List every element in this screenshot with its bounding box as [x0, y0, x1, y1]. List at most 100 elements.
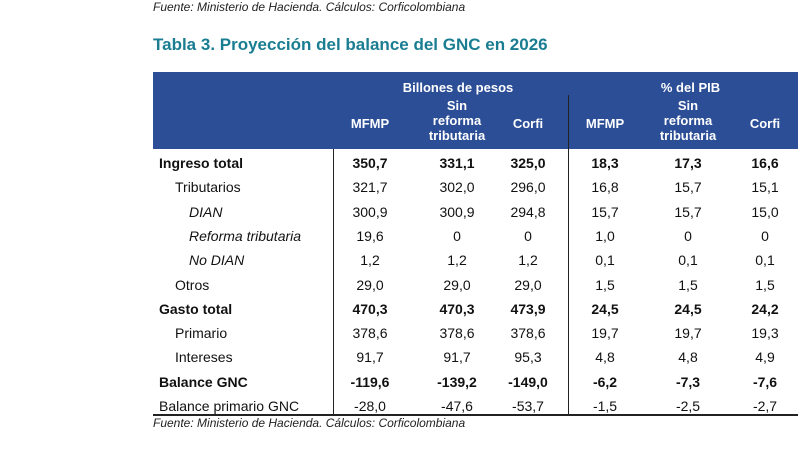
cell-value: -2,5 — [675, 398, 701, 414]
cell-value: 1,2 — [518, 252, 538, 269]
cell-value: 0 — [761, 227, 769, 244]
row-label: Gasto total — [159, 300, 233, 317]
table-row: Balance primario GNC -28,0 -47,6 -53,7 -1,5 -… — [153, 394, 798, 418]
cell-value: 18,3 — [591, 155, 619, 171]
cell-value: 19,7 — [674, 325, 702, 342]
row-label: Primario — [175, 325, 228, 342]
row-label: No DIAN — [189, 252, 245, 269]
cell-value: 470,3 — [352, 300, 388, 317]
cell-value: 1,2 — [447, 252, 467, 269]
cell-value: 325,0 — [510, 155, 546, 171]
cell-value: 24,2 — [751, 300, 779, 317]
cell-value: 4,8 — [678, 349, 698, 366]
column-header: Sin reforma tributaria — [428, 98, 486, 143]
cell-value: 16,8 — [591, 179, 619, 196]
cell-value: 17,3 — [674, 155, 702, 171]
cell-value: -119,6 — [350, 373, 390, 390]
row-label: Tributarios — [175, 179, 241, 196]
cell-value: -53,7 — [512, 398, 544, 414]
cell-value: 300,9 — [439, 203, 475, 220]
table-row: Gasto total 470,3 470,3 473,9 24,5 24,5 24,2 — [153, 297, 798, 321]
cell-value: 0,1 — [755, 252, 775, 269]
cell-value: 4,9 — [755, 349, 775, 366]
cell-value: 29,0 — [443, 276, 471, 293]
cell-value: 378,6 — [510, 325, 546, 342]
table-row: Intereses 91,7 91,7 95,3 4,8 4,8 4,9 — [153, 345, 798, 369]
table-row: Balance GNC -119,6 -139,2 -149,0 -6,2 -7,3 -7,… — [153, 370, 798, 394]
cell-value: 350,7 — [352, 155, 388, 171]
row-label: Ingreso total — [159, 155, 244, 171]
table-row: DIAN 300,9 300,9 294,8 15,7 15,7 15,0 — [153, 200, 798, 224]
cell-value: 15,7 — [591, 203, 619, 220]
table-header: Billones de pesos % del PIB MFMP Sin refo… — [153, 72, 798, 149]
cell-value: -47,6 — [441, 398, 473, 414]
cell-value: 29,0 — [514, 276, 542, 293]
cell-value: 15,7 — [674, 179, 702, 196]
cell-value: 4,8 — [595, 349, 615, 366]
table-row: Tributarios 321,7 302,0 296,0 16,8 15,7 15,1 — [153, 175, 798, 199]
cell-value: 19,3 — [751, 325, 779, 342]
cell-value: 470,3 — [439, 300, 475, 317]
cell-value: 296,0 — [510, 179, 546, 196]
table-row: Otros 29,0 29,0 29,0 1,5 1,5 1,5 — [153, 273, 798, 297]
group-header-billones: Billones de pesos — [402, 80, 514, 95]
table-title: Tabla 3. Proyección del balance del GNC … — [153, 35, 548, 54]
cell-value: 24,5 — [591, 300, 619, 317]
cell-value: -2,7 — [752, 398, 778, 414]
cell-value: 29,0 — [356, 276, 384, 293]
column-header: Sin reforma tributaria — [659, 98, 717, 143]
cell-value: 378,6 — [352, 325, 388, 342]
cell-value: -7,3 — [675, 373, 701, 390]
cell-value: 91,7 — [443, 349, 471, 366]
column-header: Corfi — [749, 116, 781, 131]
cell-value: 302,0 — [439, 179, 475, 196]
cell-value: -28,0 — [354, 398, 386, 414]
table-row: Ingreso total 350,7 331,1 325,0 18,3 17,3 16,6 — [153, 151, 798, 175]
cell-value: 15,7 — [674, 203, 702, 220]
source-note-top: Fuente: Ministerio de Hacienda. Cálculos… — [153, 0, 466, 14]
cell-value: 1,5 — [755, 276, 775, 293]
cell-value: 331,1 — [439, 155, 475, 171]
cell-value: 378,6 — [439, 325, 475, 342]
cell-value: -1,5 — [592, 398, 618, 414]
cell-value: 300,9 — [352, 203, 388, 220]
column-header: Corfi — [512, 116, 544, 131]
column-header: MFMP — [585, 116, 625, 131]
cell-value: 1,2 — [360, 252, 380, 269]
table-row: Reforma tributaria 19,6 0 0 1,0 0 0 — [153, 224, 798, 248]
cell-value: 0 — [684, 227, 692, 244]
cell-value: 16,6 — [751, 155, 779, 171]
source-note-bottom: Fuente: Ministerio de Hacienda. Cálculos… — [153, 416, 466, 430]
cell-value: 0 — [524, 227, 532, 244]
cell-value: 1,0 — [595, 227, 615, 244]
row-label: Balance primario GNC — [159, 398, 300, 414]
cell-value: 321,7 — [352, 179, 388, 196]
cell-value: 95,3 — [514, 349, 542, 366]
row-label: Otros — [175, 276, 210, 293]
cell-value: 19,7 — [591, 325, 619, 342]
cell-value: -7,6 — [752, 373, 778, 390]
row-label: Balance GNC — [159, 373, 248, 390]
cell-value: 24,5 — [674, 300, 702, 317]
table-bottom-rule — [153, 414, 798, 416]
label-divider — [333, 149, 334, 414]
table-row: No DIAN 1,2 1,2 1,2 0,1 0,1 0,1 — [153, 248, 798, 272]
cell-value: 1,5 — [678, 276, 698, 293]
cell-value: -139,2 — [437, 373, 477, 390]
column-header: MFMP — [350, 116, 390, 131]
cell-value: 1,5 — [595, 276, 615, 293]
row-label: Reforma tributaria — [189, 227, 302, 244]
cell-value: 15,0 — [751, 203, 779, 220]
cell-value: 91,7 — [356, 349, 384, 366]
group-divider — [568, 95, 569, 414]
row-label: Intereses — [175, 349, 233, 366]
cell-value: 0,1 — [595, 252, 615, 269]
cell-value: 294,8 — [510, 203, 546, 220]
group-header-pib: % del PIB — [660, 80, 721, 95]
cell-value: 19,6 — [356, 227, 384, 244]
cell-value: 15,1 — [751, 179, 779, 196]
table-row: Primario 378,6 378,6 378,6 19,7 19,7 19,3 — [153, 321, 798, 345]
cell-value: 0,1 — [678, 252, 698, 269]
row-label: DIAN — [189, 203, 223, 220]
cell-value: -6,2 — [592, 373, 618, 390]
